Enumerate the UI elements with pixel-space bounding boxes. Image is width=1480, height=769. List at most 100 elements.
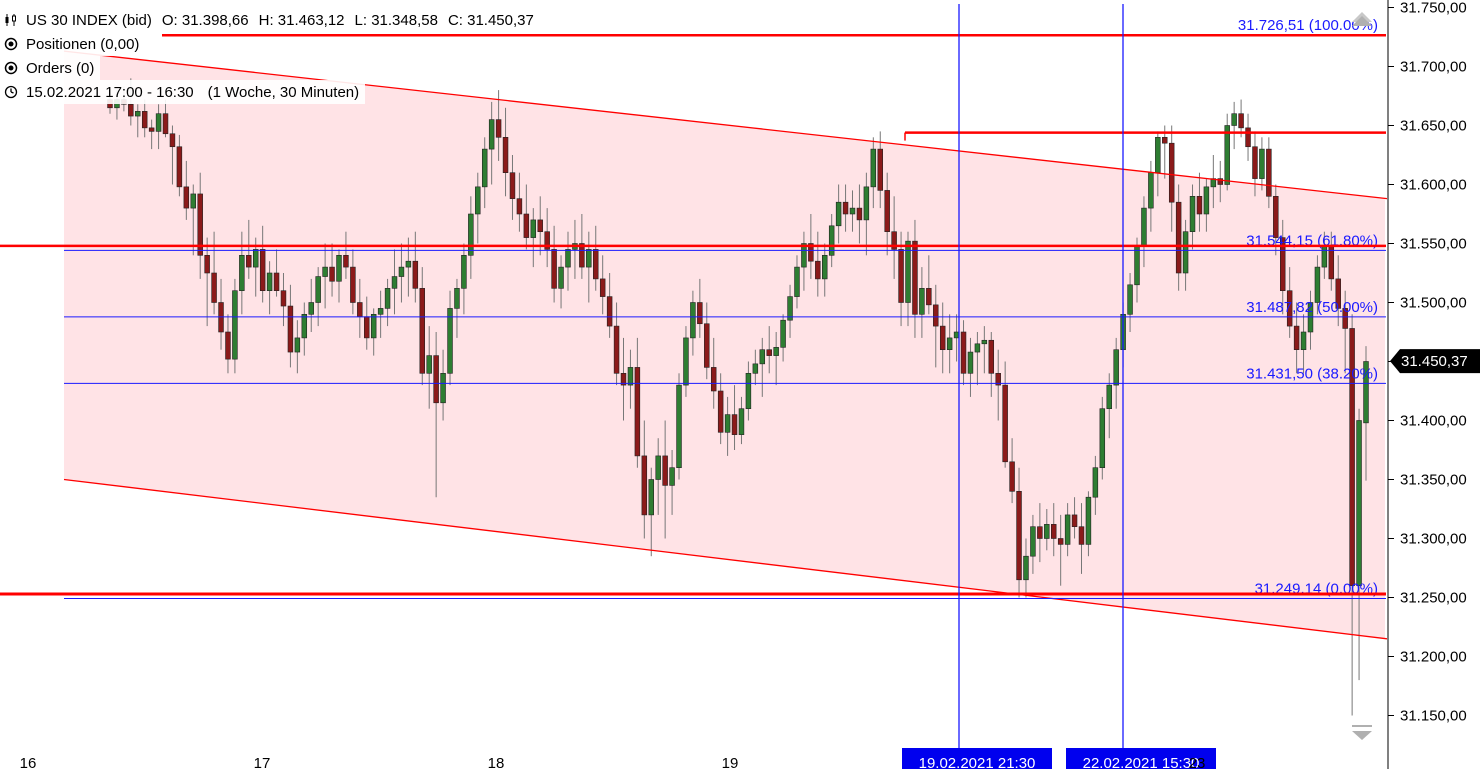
candle-body bbox=[1224, 125, 1230, 185]
candle-body bbox=[1106, 384, 1112, 410]
candle-body bbox=[391, 276, 398, 289]
candle-body bbox=[454, 288, 460, 309]
candle bbox=[766, 326, 772, 374]
candle-body bbox=[1030, 526, 1036, 557]
candle-body bbox=[308, 302, 314, 315]
chart-info-panel: US 30 INDEX (bid) O: 31.398,66 H: 31.463… bbox=[0, 8, 550, 104]
candle bbox=[1099, 396, 1106, 480]
candle-body bbox=[620, 372, 627, 386]
high-value: H: 31.463,12 bbox=[258, 11, 345, 29]
candle-body bbox=[599, 278, 606, 297]
price-tick-label: 31.650,00 bbox=[1400, 118, 1467, 135]
candle bbox=[475, 172, 481, 244]
candle bbox=[870, 137, 877, 209]
crosshair-vertical-lines: 19.02.2021 21:30 22.02.2021 15:30 bbox=[902, 4, 1216, 769]
candle bbox=[405, 237, 412, 297]
candle-body bbox=[939, 325, 946, 351]
time-axis: 16 17 18 19 23 bbox=[20, 755, 1206, 769]
candle bbox=[336, 249, 342, 303]
candle-body bbox=[946, 337, 953, 350]
candle bbox=[148, 119, 155, 150]
candle-body bbox=[1085, 496, 1092, 545]
candle-body bbox=[155, 113, 162, 132]
candle-body bbox=[1162, 137, 1168, 144]
candle-body bbox=[1037, 526, 1043, 539]
candle-body bbox=[1196, 196, 1203, 215]
candle bbox=[724, 396, 731, 456]
candle-body bbox=[648, 479, 654, 516]
candle-body bbox=[697, 302, 703, 325]
positions-row[interactable]: Positionen (0,00) bbox=[0, 32, 146, 56]
fibonacci-level-label: 31.431,50 (38.20%) bbox=[1246, 365, 1378, 382]
orders-row[interactable]: Orders (0) bbox=[0, 56, 101, 80]
candle bbox=[787, 284, 793, 338]
candle-body bbox=[1314, 266, 1321, 303]
channel-lower-line[interactable] bbox=[63, 478, 1388, 640]
price-tick-label: 31.100,00 bbox=[1400, 767, 1467, 769]
price-channel-fill bbox=[64, 51, 1385, 639]
candle bbox=[232, 278, 238, 374]
candle bbox=[690, 290, 696, 356]
candle-body bbox=[877, 148, 883, 191]
orders-label: Orders (0) bbox=[26, 59, 95, 77]
channel-upper-line[interactable] bbox=[63, 50, 1388, 200]
scroll-up-icon[interactable] bbox=[1352, 12, 1372, 26]
candle-body bbox=[1127, 284, 1133, 315]
candle bbox=[301, 302, 308, 356]
candle-body bbox=[1078, 526, 1085, 545]
candle-body bbox=[1245, 127, 1251, 148]
candle-body bbox=[1092, 467, 1099, 498]
candle-body bbox=[974, 343, 981, 353]
scroll-down-icon[interactable] bbox=[1352, 725, 1372, 740]
candle bbox=[752, 349, 759, 386]
candle-body bbox=[898, 249, 904, 303]
candle bbox=[454, 278, 460, 338]
candle-body bbox=[1349, 328, 1355, 586]
clock-icon bbox=[4, 85, 18, 99]
current-price-label: 31.450,37 bbox=[1401, 353, 1468, 370]
candle bbox=[1203, 178, 1210, 232]
candle-body bbox=[1189, 196, 1196, 233]
candle bbox=[419, 267, 425, 386]
fibonacci-level-label: 31.726,51 (100.00%) bbox=[1238, 17, 1378, 34]
price-axis: 31.750,00 31.700,00 31.650,00 31.600,00 31.5… bbox=[1387, 0, 1467, 769]
candle-body bbox=[169, 133, 176, 148]
candle bbox=[447, 290, 453, 386]
candle-body bbox=[1155, 137, 1161, 174]
candle bbox=[704, 302, 710, 380]
candle bbox=[162, 99, 169, 138]
period-range: 15.02.2021 17:00 - 16:30 bbox=[26, 83, 194, 101]
candle bbox=[488, 101, 495, 185]
candle bbox=[745, 361, 752, 421]
candle bbox=[294, 320, 301, 374]
candle bbox=[370, 308, 377, 356]
candle bbox=[523, 184, 530, 250]
candle-body bbox=[440, 372, 446, 404]
candle bbox=[343, 231, 349, 279]
candle-body bbox=[988, 339, 995, 374]
candle bbox=[856, 184, 863, 244]
candle bbox=[1078, 503, 1085, 574]
candle-body bbox=[488, 119, 495, 150]
radio-target-icon bbox=[4, 61, 18, 75]
candle bbox=[1259, 137, 1265, 191]
candle-body bbox=[433, 355, 439, 404]
candle bbox=[377, 290, 384, 338]
candle bbox=[398, 243, 405, 303]
candle-body bbox=[794, 266, 800, 297]
crosshair-date-label: 19.02.2021 21:30 bbox=[919, 755, 1036, 769]
candle-body bbox=[148, 127, 155, 132]
price-tick-label: 31.350,00 bbox=[1400, 472, 1467, 489]
candle-body bbox=[1210, 178, 1217, 188]
candle-body bbox=[1217, 178, 1224, 185]
candle bbox=[266, 261, 273, 315]
candle bbox=[1293, 302, 1300, 374]
candle bbox=[995, 349, 1001, 421]
candle bbox=[648, 467, 654, 557]
candle-body bbox=[1231, 113, 1237, 126]
candle bbox=[315, 267, 321, 327]
ohlc-row: US 30 INDEX (bid) O: 31.398,66 H: 31.463… bbox=[0, 8, 550, 32]
candle-body bbox=[1342, 308, 1348, 329]
candle bbox=[946, 314, 953, 374]
